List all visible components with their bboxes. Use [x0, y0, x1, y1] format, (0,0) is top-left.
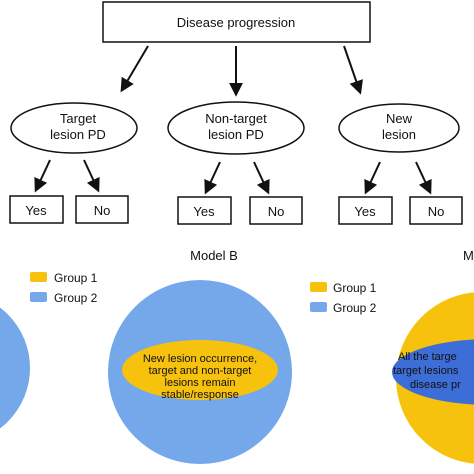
- model-b-inner-line3: lesions remain: [165, 377, 236, 389]
- legend-left-group2-label: Group 2: [54, 291, 98, 305]
- legend-left-group1-swatch: [30, 272, 47, 282]
- nontarget-no-label: No: [268, 204, 285, 219]
- arrow-root-to-newlesion: [343, 45, 363, 95]
- newlesion-no-label: No: [428, 204, 445, 219]
- target-no-box: [75, 195, 129, 224]
- target-lesion-line2: lesion PD: [50, 127, 106, 142]
- nontarget-yes-box: [177, 196, 232, 225]
- arrow-target-no: [83, 159, 100, 193]
- root-box: [102, 1, 371, 43]
- nontarget-lesion-line2: lesion PD: [208, 127, 264, 142]
- newlesion-yes-box: [338, 196, 393, 225]
- new-lesion-line1: New: [386, 111, 413, 126]
- target-yes-box: [9, 195, 64, 224]
- legend-right-group2-swatch: [310, 302, 327, 312]
- nontarget-lesion-line1: Non-target: [205, 111, 267, 126]
- model-c-group2-ellipse: [392, 339, 474, 405]
- newlesion-no-box: [409, 196, 463, 225]
- nontarget-yes-label: Yes: [193, 204, 215, 219]
- arrow-target-yes: [34, 159, 51, 193]
- new-lesion-node: [338, 103, 460, 153]
- model-b-group1-ellipse: [122, 340, 278, 400]
- model-b-inner-line2: target and non-target: [149, 365, 252, 377]
- model-c-inner-line3: disease pr: [410, 379, 461, 391]
- arrow-newlesion-no: [415, 161, 432, 195]
- legend-left-group2-swatch: [30, 292, 47, 302]
- arrow-nontarget-no: [253, 161, 270, 195]
- target-lesion-line1: Target: [60, 111, 97, 126]
- nontarget-lesion-node: [167, 101, 305, 155]
- new-lesion-line2: lesion: [382, 127, 416, 142]
- model-b-inner-line1: New lesion occurrence,: [143, 353, 257, 365]
- model-b-title: Model B: [190, 248, 238, 263]
- model-a-group2-circle: [0, 307, 30, 429]
- model-c-inner-line2: target lesions: [393, 365, 459, 377]
- legend-right-group1-swatch: [310, 282, 327, 292]
- target-no-label: No: [94, 203, 111, 218]
- target-lesion-node: [10, 102, 138, 154]
- nontarget-no-box: [249, 196, 303, 225]
- model-c-title: M: [463, 248, 474, 263]
- newlesion-yes-label: Yes: [354, 204, 376, 219]
- legend-left-group1-label: Group 1: [54, 271, 98, 285]
- arrow-nontarget-yes: [204, 161, 221, 195]
- arrow-newlesion-yes: [364, 161, 381, 195]
- target-yes-label: Yes: [25, 203, 47, 218]
- model-b-inner-line4: stable/response: [161, 389, 239, 401]
- model-c-inner-line1: All the targe: [398, 351, 457, 363]
- root-label: Disease progression: [177, 15, 296, 30]
- legend-right-group1-label: Group 1: [333, 281, 377, 295]
- legend-right-group2-label: Group 2: [333, 301, 377, 315]
- arrow-root-to-target: [120, 45, 149, 93]
